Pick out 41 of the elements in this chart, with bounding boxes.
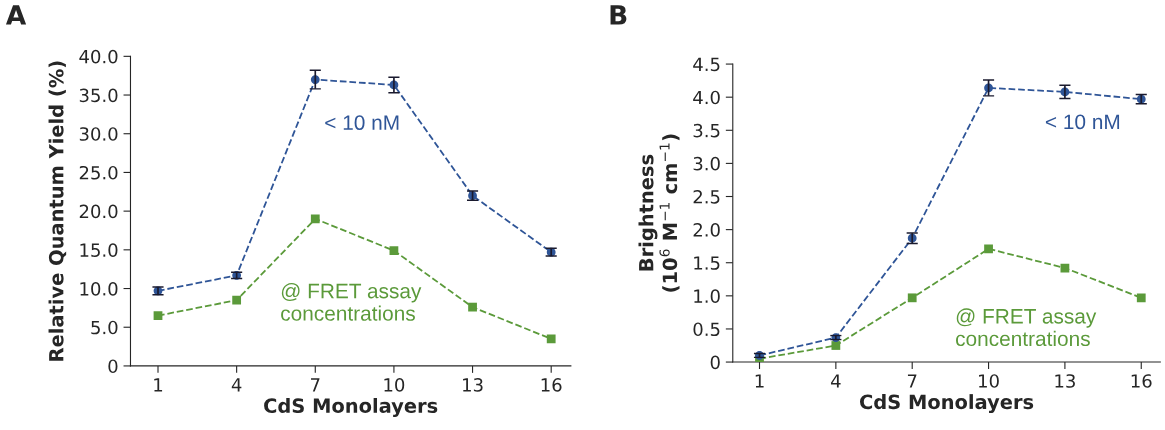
series-label: < 10 nM	[1045, 114, 1120, 130]
y-tick-label: 1.5	[694, 256, 720, 270]
x-tick-label: 7	[907, 374, 917, 388]
x-axis-title: CdS Monolayers	[264, 397, 438, 417]
chart-title: B	[610, 5, 627, 25]
y-tick-label: 30.0	[79, 127, 118, 141]
x-tick-label: 4	[231, 378, 242, 392]
x-tick-label: 1	[154, 378, 163, 392]
series-label: @ FRET assay concentrations	[956, 308, 1097, 347]
y-axis-title: Brightness (10$^{6}$ M$^{−1}$ cm$^{−1}$)	[638, 134, 680, 292]
x-tick-label: 4	[831, 374, 841, 388]
y-tick-label: 1.0	[694, 289, 720, 303]
y-tick-label: 0	[710, 355, 720, 370]
y-tick-label: 25.0	[79, 165, 118, 180]
y-tick-label: 2.0	[693, 223, 720, 237]
y-tick-label: 0.5	[693, 322, 720, 337]
y-tick-label: 35.0	[79, 88, 118, 103]
series-label: @ FRET assay concentrations	[281, 283, 422, 321]
x-tick-label: 10	[384, 378, 405, 392]
y-tick-label: 20.0	[79, 204, 118, 219]
x-axis-title: CdS Monolayers	[859, 394, 1034, 414]
y-tick-label: 3.5	[693, 123, 720, 138]
y-tick-label: 40.0	[79, 49, 118, 64]
x-tick-label: 16	[1131, 374, 1152, 388]
y-tick-label: 4.0	[693, 90, 720, 105]
y-tick-label: 0	[108, 359, 118, 374]
x-tick-label: 13	[463, 378, 483, 392]
x-tick-label: 7	[311, 378, 320, 392]
x-tick-label: 13	[1055, 374, 1075, 388]
x-tick-label: 10	[979, 374, 999, 388]
series-label: < 10 nM	[325, 115, 399, 131]
y-tick-label: 3.0	[693, 156, 720, 171]
chart-title: A	[5, 5, 27, 25]
x-tick-label: 1	[755, 374, 764, 388]
x-tick-label: 16	[541, 378, 562, 392]
y-tick-label: 15.0	[80, 243, 118, 257]
y-tick-label: 5.0	[91, 320, 118, 335]
y-tick-label: 4.5	[693, 57, 720, 72]
y-axis-title: Relative Quantum Yield (%)	[48, 61, 67, 361]
y-tick-label: 2.5	[693, 189, 720, 204]
y-tick-label: 10.0	[80, 281, 118, 296]
